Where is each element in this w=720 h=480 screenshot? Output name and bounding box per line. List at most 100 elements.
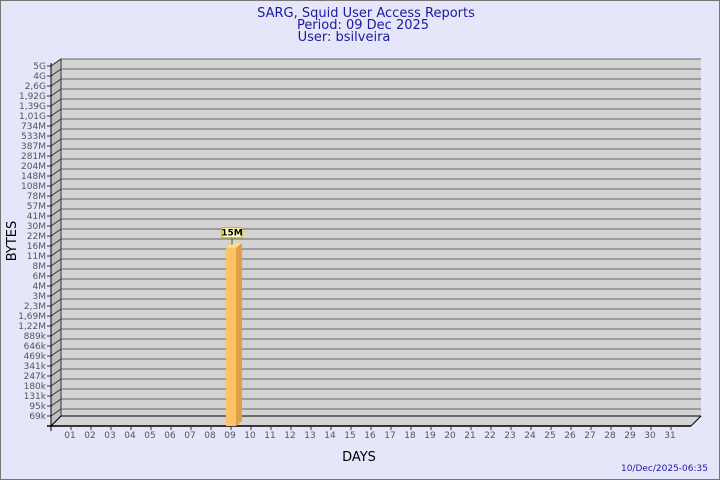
y-tick-label: 6M bbox=[33, 272, 47, 282]
y-tick-diag bbox=[50, 378, 62, 387]
x-tick-label: 12 bbox=[284, 431, 295, 441]
y-tick-diag bbox=[50, 78, 62, 87]
x-tick-label: 26 bbox=[564, 431, 576, 441]
y-tick-label: 247k bbox=[24, 372, 47, 382]
x-tick-label: 01 bbox=[64, 431, 75, 441]
bar-top bbox=[226, 242, 242, 248]
y-tick-label: 3M bbox=[33, 292, 47, 302]
y-tick-diag bbox=[50, 258, 62, 267]
x-axis-label: DAYS bbox=[342, 450, 376, 465]
y-tick-diag bbox=[50, 188, 62, 197]
y-tick-diag bbox=[50, 338, 62, 347]
x-tick-label: 19 bbox=[424, 431, 436, 441]
y-tick-diag bbox=[50, 408, 62, 417]
x-tick-label: 07 bbox=[184, 431, 195, 441]
x-tick-label: 28 bbox=[604, 431, 616, 441]
chart-period: Period: 09 Dec 2025 bbox=[297, 18, 429, 33]
y-tick-label: 11M bbox=[27, 252, 46, 262]
y-tick-label: 41M bbox=[27, 212, 46, 222]
y-tick-label: 387M bbox=[21, 142, 46, 152]
y-tick-diag bbox=[50, 358, 62, 367]
x-tick-label: 20 bbox=[444, 431, 456, 441]
floor-edge bbox=[50, 415, 62, 427]
chart-user: User: bsilveira bbox=[298, 30, 391, 45]
y-tick-label: 57M bbox=[27, 202, 46, 212]
y-tick-diag bbox=[50, 68, 62, 77]
y-tick-diag bbox=[50, 278, 62, 287]
x-tick-label: 16 bbox=[364, 431, 376, 441]
y-tick-label: 281M bbox=[21, 152, 46, 162]
y-tick-diag bbox=[50, 118, 62, 127]
y-tick-label: 533M bbox=[21, 132, 46, 142]
x-tick-label: 04 bbox=[124, 431, 136, 441]
y-tick-diag bbox=[50, 198, 62, 207]
y-tick-label: 1,22M bbox=[18, 322, 46, 332]
y-tick-diag bbox=[50, 308, 62, 317]
y-tick-diag bbox=[50, 368, 62, 377]
y-tick-diag bbox=[50, 268, 62, 277]
y-tick-diag bbox=[50, 288, 62, 297]
y-tick-diag bbox=[50, 388, 62, 397]
y-tick-label: 108M bbox=[21, 182, 46, 192]
y-tick-label: 204M bbox=[21, 162, 46, 172]
x-tick-label: 23 bbox=[504, 431, 515, 441]
y-tick-diag bbox=[50, 298, 62, 307]
y-tick-label: 2,6G bbox=[25, 82, 46, 92]
x-tick-label: 14 bbox=[324, 431, 336, 441]
y-tick-label: 469k bbox=[24, 352, 47, 362]
y-tick-label: 1,92G bbox=[19, 92, 46, 102]
x-tick-label: 25 bbox=[544, 431, 555, 441]
x-tick-label: 03 bbox=[104, 431, 115, 441]
y-tick-label: 8M bbox=[33, 262, 47, 272]
x-tick-label: 24 bbox=[524, 431, 536, 441]
y-tick-label: 69k bbox=[29, 412, 46, 422]
y-tick-label: 341k bbox=[24, 362, 47, 372]
y-tick-diag bbox=[50, 348, 62, 357]
chart-title: SARG, Squid User Access Reports bbox=[257, 6, 475, 21]
y-tick-diag bbox=[50, 148, 62, 157]
y-tick-diag bbox=[50, 58, 62, 67]
y-tick-diag bbox=[50, 248, 62, 257]
y-tick-label: 16M bbox=[27, 242, 46, 252]
y-tick-label: 4G bbox=[33, 72, 46, 82]
y-tick-label: 1,39G bbox=[19, 102, 46, 112]
y-tick-label: 148M bbox=[21, 172, 46, 182]
y-tick-label: 30M bbox=[27, 222, 46, 232]
y-tick-diag bbox=[50, 108, 62, 117]
y-tick-diag bbox=[50, 88, 62, 97]
x-tick-label: 11 bbox=[264, 431, 275, 441]
y-tick-label: 180k bbox=[24, 382, 47, 392]
y-tick-label: 4M bbox=[33, 282, 47, 292]
y-tick-diag bbox=[50, 98, 62, 107]
x-tick-label: 21 bbox=[464, 431, 475, 441]
y-tick-diag bbox=[50, 398, 62, 407]
y-tick-diag bbox=[50, 138, 62, 147]
y-tick-label: 646k bbox=[24, 342, 47, 352]
x-tick-label: 31 bbox=[664, 431, 675, 441]
y-tick-diag bbox=[50, 218, 62, 227]
y-tick-label: 1,01G bbox=[19, 112, 46, 122]
x-tick-label: 06 bbox=[164, 431, 176, 441]
y-tick-label: 5G bbox=[33, 62, 46, 72]
x-tick-label: 29 bbox=[624, 431, 636, 441]
y-tick-label: 131k bbox=[24, 392, 47, 402]
x-tick-label: 15 bbox=[344, 431, 355, 441]
y-tick-label: 95k bbox=[29, 402, 46, 412]
y-tick-label: 889k bbox=[24, 332, 47, 342]
y-tick-diag bbox=[50, 238, 62, 247]
y-tick-diag bbox=[50, 318, 62, 327]
bar-side bbox=[236, 242, 242, 426]
x-tick-label: 22 bbox=[484, 431, 495, 441]
x-tick-label: 17 bbox=[384, 431, 395, 441]
x-tick-label: 08 bbox=[204, 431, 216, 441]
y-axis-label: BYTES bbox=[5, 221, 20, 262]
y-tick-label: 734M bbox=[21, 122, 46, 132]
y-tick-diag bbox=[50, 208, 62, 217]
x-tick-label: 27 bbox=[584, 431, 595, 441]
y-tick-diag bbox=[50, 328, 62, 337]
x-tick-label: 13 bbox=[304, 431, 315, 441]
y-tick-diag bbox=[50, 128, 62, 137]
right-edge bbox=[690, 415, 702, 427]
